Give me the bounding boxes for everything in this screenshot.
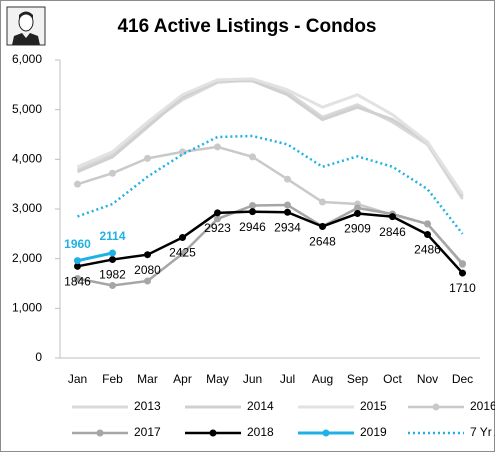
x-tick-label: Apr	[173, 372, 192, 386]
x-tick-label: Jul	[280, 372, 295, 386]
series-marker	[144, 154, 151, 162]
series-marker	[424, 220, 431, 228]
series-line	[77, 210, 464, 274]
legend-label: 2013	[134, 399, 161, 413]
series-marker	[109, 256, 116, 264]
data-label: 1982	[99, 268, 126, 282]
y-tick-label: 0	[35, 350, 42, 364]
series-marker	[74, 262, 81, 270]
series-marker	[109, 169, 116, 177]
series-marker	[284, 208, 291, 216]
series-marker	[74, 257, 81, 265]
series-marker	[389, 213, 396, 221]
legend-marker	[96, 429, 104, 437]
data-label: 2946	[239, 220, 266, 234]
legend-label: 2015	[360, 399, 387, 413]
series-line	[76, 78, 464, 200]
data-label: 2425	[169, 246, 196, 260]
series-line	[76, 77, 464, 195]
series-line	[77, 251, 113, 263]
data-label: 2934	[274, 220, 301, 234]
series-marker	[214, 209, 221, 217]
y-tick-label: 3,000	[12, 201, 42, 215]
data-label: 2909	[344, 222, 371, 236]
y-tick-label: 2,000	[12, 251, 42, 265]
series-marker	[179, 148, 186, 156]
x-tick-label: Sep	[347, 372, 369, 386]
series-marker	[249, 153, 256, 161]
series-marker	[284, 201, 291, 209]
data-label: 2846	[379, 225, 406, 239]
x-tick-label: Nov	[417, 372, 438, 386]
series-marker	[459, 260, 466, 268]
legend-label: 2014	[247, 399, 274, 413]
x-tick-label: Feb	[102, 372, 123, 386]
data-label: 1846	[64, 274, 91, 288]
series-marker	[109, 281, 116, 289]
legend-label: 2019	[360, 425, 387, 439]
x-tick-label: Aug	[312, 372, 333, 386]
chart-title: 416 Active Listings - Condos	[117, 16, 376, 37]
series-marker	[179, 234, 186, 242]
series-marker	[459, 269, 466, 277]
data-label: 2923	[204, 221, 231, 235]
legend-label: 2017	[134, 425, 161, 439]
legend-marker	[432, 403, 440, 411]
series-marker	[319, 198, 326, 206]
legend-label: 2018	[247, 425, 274, 439]
series-marker	[354, 210, 361, 218]
x-tick-label: Jan	[68, 372, 87, 386]
series-marker	[319, 222, 326, 230]
series-line	[76, 79, 464, 198]
series-line	[77, 134, 464, 235]
data-label: 2080	[134, 263, 161, 277]
y-tick-label: 4,000	[12, 152, 42, 166]
legend-label: 7 Yr Avg	[470, 425, 495, 439]
y-tick-label: 1,000	[12, 301, 42, 315]
y-tick-label: 6,000	[12, 52, 42, 66]
series-marker	[144, 277, 151, 285]
series-marker	[249, 202, 256, 210]
series-marker	[284, 175, 291, 183]
x-tick-label: May	[206, 372, 229, 386]
series-marker	[74, 180, 81, 188]
series-marker	[179, 250, 186, 258]
data-label: 1960	[64, 237, 91, 251]
series-marker	[249, 208, 256, 216]
series-line	[77, 203, 464, 287]
series-marker	[354, 204, 361, 212]
data-label: 1710	[449, 281, 476, 295]
data-label: 2114	[99, 229, 125, 243]
series-marker	[109, 249, 116, 257]
series-marker	[424, 231, 431, 239]
legend-marker	[209, 429, 217, 437]
series-marker	[214, 143, 221, 151]
legend-label: 2016	[470, 399, 495, 413]
series-marker	[144, 251, 151, 259]
y-tick-label: 5,000	[12, 102, 42, 116]
data-label: 2486	[414, 243, 441, 257]
x-tick-label: Jun	[243, 372, 262, 386]
legend-marker	[322, 429, 330, 437]
data-label: 2648	[309, 235, 336, 249]
x-tick-label: Mar	[137, 372, 158, 386]
x-tick-label: Oct	[383, 372, 402, 386]
series-marker	[214, 215, 221, 223]
series-marker	[74, 275, 81, 283]
avatar	[6, 6, 46, 46]
x-tick-label: Dec	[452, 372, 473, 386]
